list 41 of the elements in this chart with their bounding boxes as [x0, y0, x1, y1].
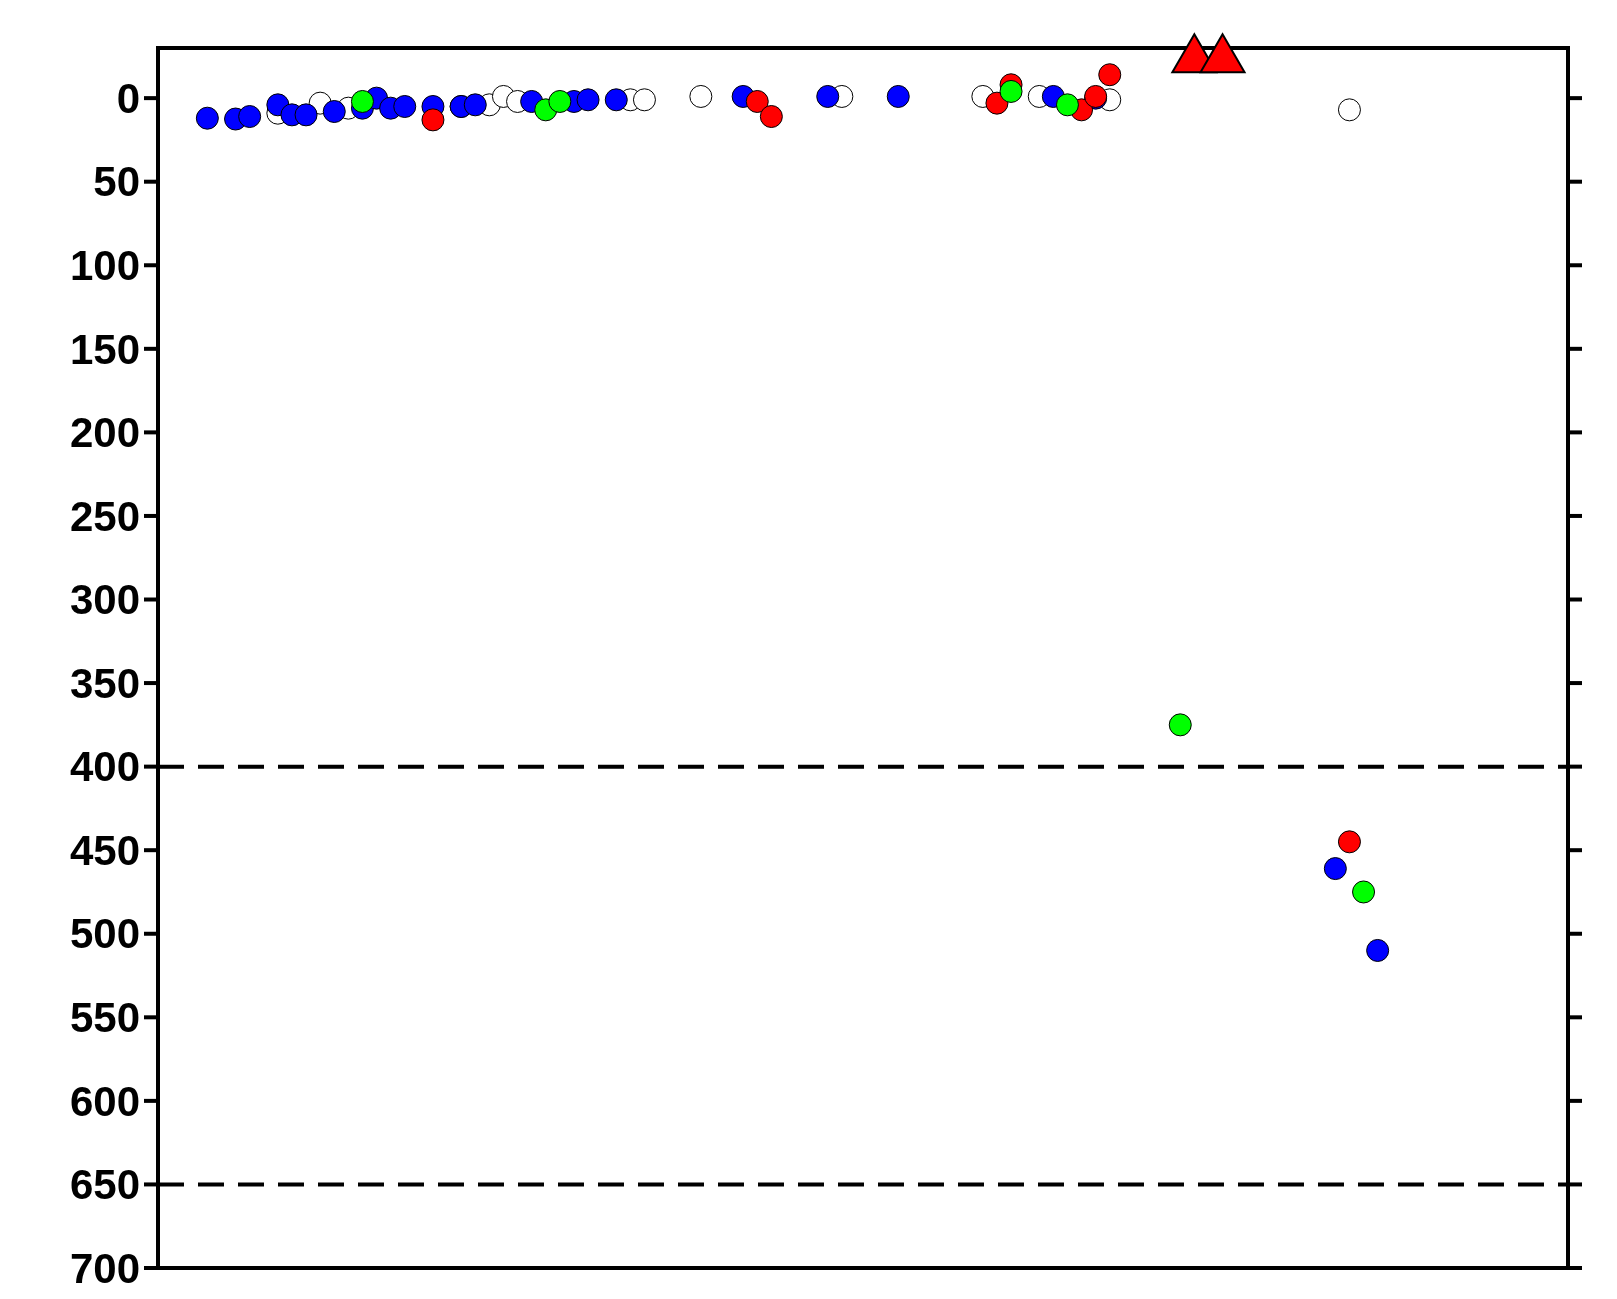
point: [350, 89, 374, 113]
y-tick-label: 150: [69, 325, 140, 373]
y-tick-label: 250: [69, 492, 140, 540]
point: [604, 88, 628, 112]
y-tick-label: 450: [69, 826, 140, 874]
y-tick-label: 350: [69, 659, 140, 707]
y-tick-label: 300: [69, 576, 140, 624]
y-tick-label: 650: [69, 1161, 140, 1209]
point: [393, 94, 417, 118]
point: [689, 84, 713, 108]
point: [1366, 938, 1390, 962]
point: [195, 106, 219, 130]
y-tick-label: 200: [69, 409, 140, 457]
point: [463, 93, 487, 117]
point: [886, 84, 910, 108]
y-tick-label: 550: [69, 994, 140, 1042]
y-tick-label: 600: [69, 1077, 140, 1125]
point: [1337, 98, 1361, 122]
point: [576, 88, 600, 112]
point: [548, 89, 572, 113]
y-tick-label: 50: [93, 158, 140, 206]
point: [745, 89, 769, 113]
point: [1098, 63, 1122, 87]
point: [1055, 93, 1079, 117]
point: [322, 100, 346, 124]
y-tick-label: 0: [116, 74, 140, 122]
point: [999, 79, 1023, 103]
y-tick-label: 700: [69, 1244, 140, 1292]
point: [816, 84, 840, 108]
y-tick-label: 100: [69, 241, 140, 289]
point: [1168, 713, 1192, 737]
point: [1337, 830, 1361, 854]
point: [759, 105, 783, 129]
point: [1352, 880, 1376, 904]
y-tick-label: 500: [69, 910, 140, 958]
point: [1323, 857, 1347, 881]
point: [238, 105, 262, 129]
y-tick-label: 400: [69, 743, 140, 791]
point: [421, 108, 445, 132]
point: [294, 103, 318, 127]
point: [632, 88, 656, 112]
